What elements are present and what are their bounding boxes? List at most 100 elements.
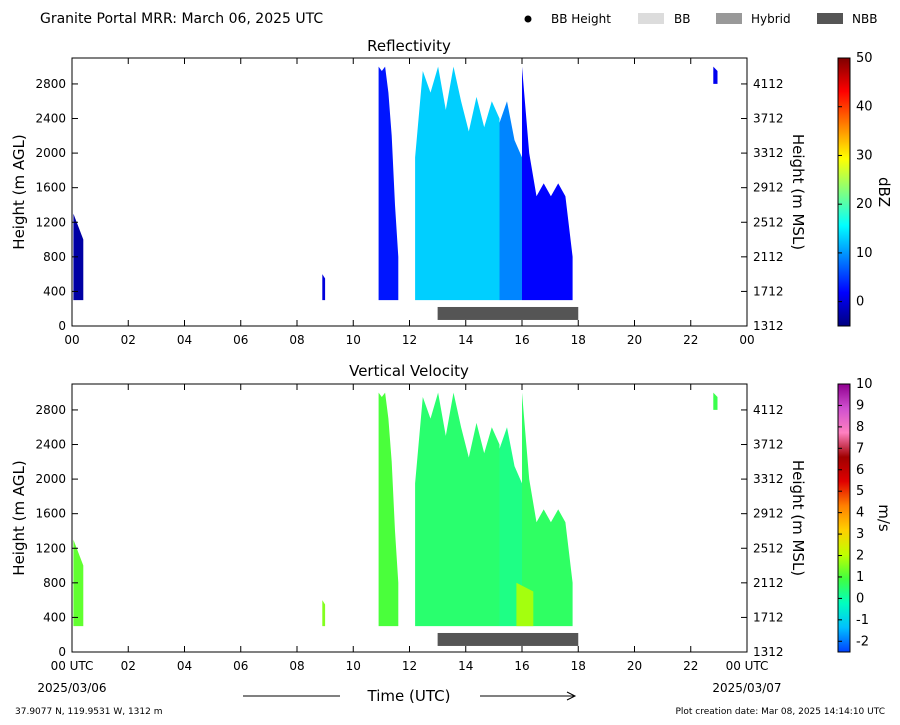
velocity-colorbar-bar bbox=[837, 383, 851, 653]
reflectivity-colorbar: 0 10 20 30 40 50 dBZ bbox=[837, 51, 893, 327]
velocity-colorbar-tick-label: 0 bbox=[856, 591, 864, 606]
velocity-x-tick-label: 10 bbox=[346, 659, 361, 673]
velocity-colorbar-tick-label: 1 bbox=[856, 570, 864, 585]
reflectivity-y-tick-label-right: 2512 bbox=[753, 215, 784, 229]
velocity-echo-layer bbox=[73, 392, 718, 627]
reflectivity-x-tick-label: 02 bbox=[121, 333, 136, 347]
velocity-x-tick-label: 12 bbox=[402, 659, 417, 673]
reflectivity-y-tick-label: 2400 bbox=[35, 112, 66, 126]
legend-bb-height-dot bbox=[524, 15, 532, 23]
reflectivity-panel: Reflectivity Height (m AGL) Height (m MS… bbox=[10, 37, 893, 347]
reflectivity-y-tick-label: 2000 bbox=[35, 146, 66, 160]
velocity-y-tick-label-right: 4112 bbox=[753, 403, 784, 417]
reflectivity-x-tick-label: 20 bbox=[627, 333, 642, 347]
velocity-colorbar-tick-label: 2 bbox=[856, 549, 864, 564]
velocity-y-tick-label: 1600 bbox=[35, 507, 66, 521]
velocity-echo-region bbox=[378, 392, 399, 627]
reflectivity-ylabel-right: Height (m MSL) bbox=[789, 134, 807, 250]
velocity-colorbar-tick-label: 5 bbox=[856, 484, 864, 499]
reflectivity-colorbar-tick-label: 0 bbox=[856, 295, 864, 310]
vertical-velocity-panel: Vertical Velocity Height (m AGL) Height … bbox=[10, 362, 893, 673]
velocity-y-tick-label-right: 3312 bbox=[753, 472, 784, 486]
legend-nbb-swatch bbox=[817, 13, 843, 24]
reflectivity-y-tick-label-right: 4112 bbox=[753, 77, 784, 91]
velocity-echo-region bbox=[73, 539, 84, 627]
reflectivity-echo-region bbox=[713, 66, 718, 84]
velocity-echo-region bbox=[522, 392, 573, 627]
velocity-y-tick-label: 1200 bbox=[35, 541, 66, 555]
reflectivity-x-tick-label: 10 bbox=[346, 333, 361, 347]
reflectivity-colorbar-tick-label: 10 bbox=[856, 246, 873, 261]
start-date-label: 2025/03/06 bbox=[37, 681, 106, 695]
velocity-colorbar-tick-label: 10 bbox=[856, 377, 873, 392]
velocity-y-tick-label: 2400 bbox=[35, 438, 66, 452]
velocity-title: Vertical Velocity bbox=[349, 362, 469, 380]
legend-bb-height-label: BB Height bbox=[551, 12, 611, 26]
velocity-colorbar-ticks: -2 -1 0 1 2 3 4 5 6 7 8 9 10 bbox=[838, 377, 873, 649]
reflectivity-x-tick-label: 18 bbox=[571, 333, 586, 347]
velocity-x-tick-label: 16 bbox=[514, 659, 529, 673]
velocity-colorbar-tick-label: 3 bbox=[856, 527, 864, 542]
legend-hybrid-label: Hybrid bbox=[751, 12, 791, 26]
velocity-x-tick-label: 14 bbox=[458, 659, 473, 673]
legend-bb-swatch bbox=[638, 13, 664, 24]
velocity-x-tick-label: 00 UTC bbox=[726, 659, 769, 673]
velocity-x-tick-label: 06 bbox=[233, 659, 248, 673]
velocity-colorbar: -2 -1 0 1 2 3 4 5 6 7 8 9 10 m/s bbox=[837, 377, 893, 653]
reflectivity-nbb-band bbox=[437, 306, 579, 320]
velocity-ylabel-right: Height (m MSL) bbox=[789, 460, 807, 576]
reflectivity-y-tick-label-right: 1712 bbox=[753, 284, 784, 298]
reflectivity-x-tick-label: 16 bbox=[514, 333, 529, 347]
reflectivity-band-layer bbox=[437, 306, 579, 320]
velocity-colorbar-tick-label: -1 bbox=[856, 613, 869, 628]
reflectivity-x-tick-label: 00 bbox=[739, 333, 754, 347]
velocity-nbb-band bbox=[437, 632, 579, 646]
velocity-echo-region bbox=[713, 392, 718, 410]
location-text: 37.9077 N, 119.9531 W, 1312 m bbox=[15, 707, 163, 717]
velocity-echo-region bbox=[415, 392, 500, 627]
velocity-y-tick-label-right: 1712 bbox=[753, 610, 784, 624]
velocity-colorbar-label: m/s bbox=[875, 504, 893, 532]
reflectivity-y-tick-label-right: 1312 bbox=[753, 319, 784, 333]
velocity-y-tick-label-right: 1312 bbox=[753, 645, 784, 659]
time-axis-label: Time (UTC) bbox=[367, 687, 451, 705]
reflectivity-colorbar-tick-label: 30 bbox=[856, 148, 873, 163]
reflectivity-x-tick-label: 14 bbox=[458, 333, 473, 347]
velocity-y-tick-label-right: 3712 bbox=[753, 438, 784, 452]
reflectivity-echo-region bbox=[73, 213, 84, 301]
legend-bb-label: BB bbox=[674, 12, 690, 26]
reflectivity-y-tick-label-right: 3312 bbox=[753, 146, 784, 160]
velocity-y-tick-label-right: 2512 bbox=[753, 541, 784, 555]
velocity-ylabel: Height (m AGL) bbox=[10, 460, 28, 575]
velocity-echo-region bbox=[322, 600, 326, 627]
velocity-y-tick-label-right: 2912 bbox=[753, 507, 784, 521]
velocity-echo-region bbox=[516, 582, 534, 627]
legend-nbb-label: NBB bbox=[852, 12, 877, 26]
reflectivity-colorbar-tick-label: 40 bbox=[856, 100, 873, 115]
velocity-x-tick-label: 20 bbox=[627, 659, 642, 673]
velocity-x-tick-label: 02 bbox=[121, 659, 136, 673]
velocity-y-tick-label: 400 bbox=[43, 610, 66, 624]
reflectivity-x-tick-label: 00 bbox=[64, 333, 79, 347]
velocity-colorbar-tick-label: 9 bbox=[856, 398, 864, 413]
velocity-y-tick-label: 0 bbox=[58, 645, 66, 659]
velocity-plot-frame bbox=[71, 383, 748, 653]
velocity-x-tick-label: 04 bbox=[177, 659, 192, 673]
velocity-echo-region bbox=[499, 427, 522, 627]
reflectivity-y-tick-label: 1200 bbox=[35, 215, 66, 229]
reflectivity-x-tick-label: 06 bbox=[233, 333, 248, 347]
velocity-x-tick-label: 08 bbox=[289, 659, 304, 673]
creation-date-text: Plot creation date: Mar 08, 2025 14:14:1… bbox=[675, 707, 885, 717]
reflectivity-y-tick-label: 2800 bbox=[35, 77, 66, 91]
reflectivity-x-tick-label: 22 bbox=[683, 333, 698, 347]
reflectivity-x-tick-label: 08 bbox=[289, 333, 304, 347]
reflectivity-echo-region bbox=[378, 66, 399, 301]
velocity-y-tick-label: 2000 bbox=[35, 472, 66, 486]
reflectivity-y-tick-label-right: 2112 bbox=[753, 250, 784, 264]
reflectivity-plot-frame bbox=[71, 57, 748, 327]
reflectivity-ylabel: Height (m AGL) bbox=[10, 134, 28, 249]
bb-legend: BB Height BB Hybrid NBB bbox=[524, 12, 877, 26]
